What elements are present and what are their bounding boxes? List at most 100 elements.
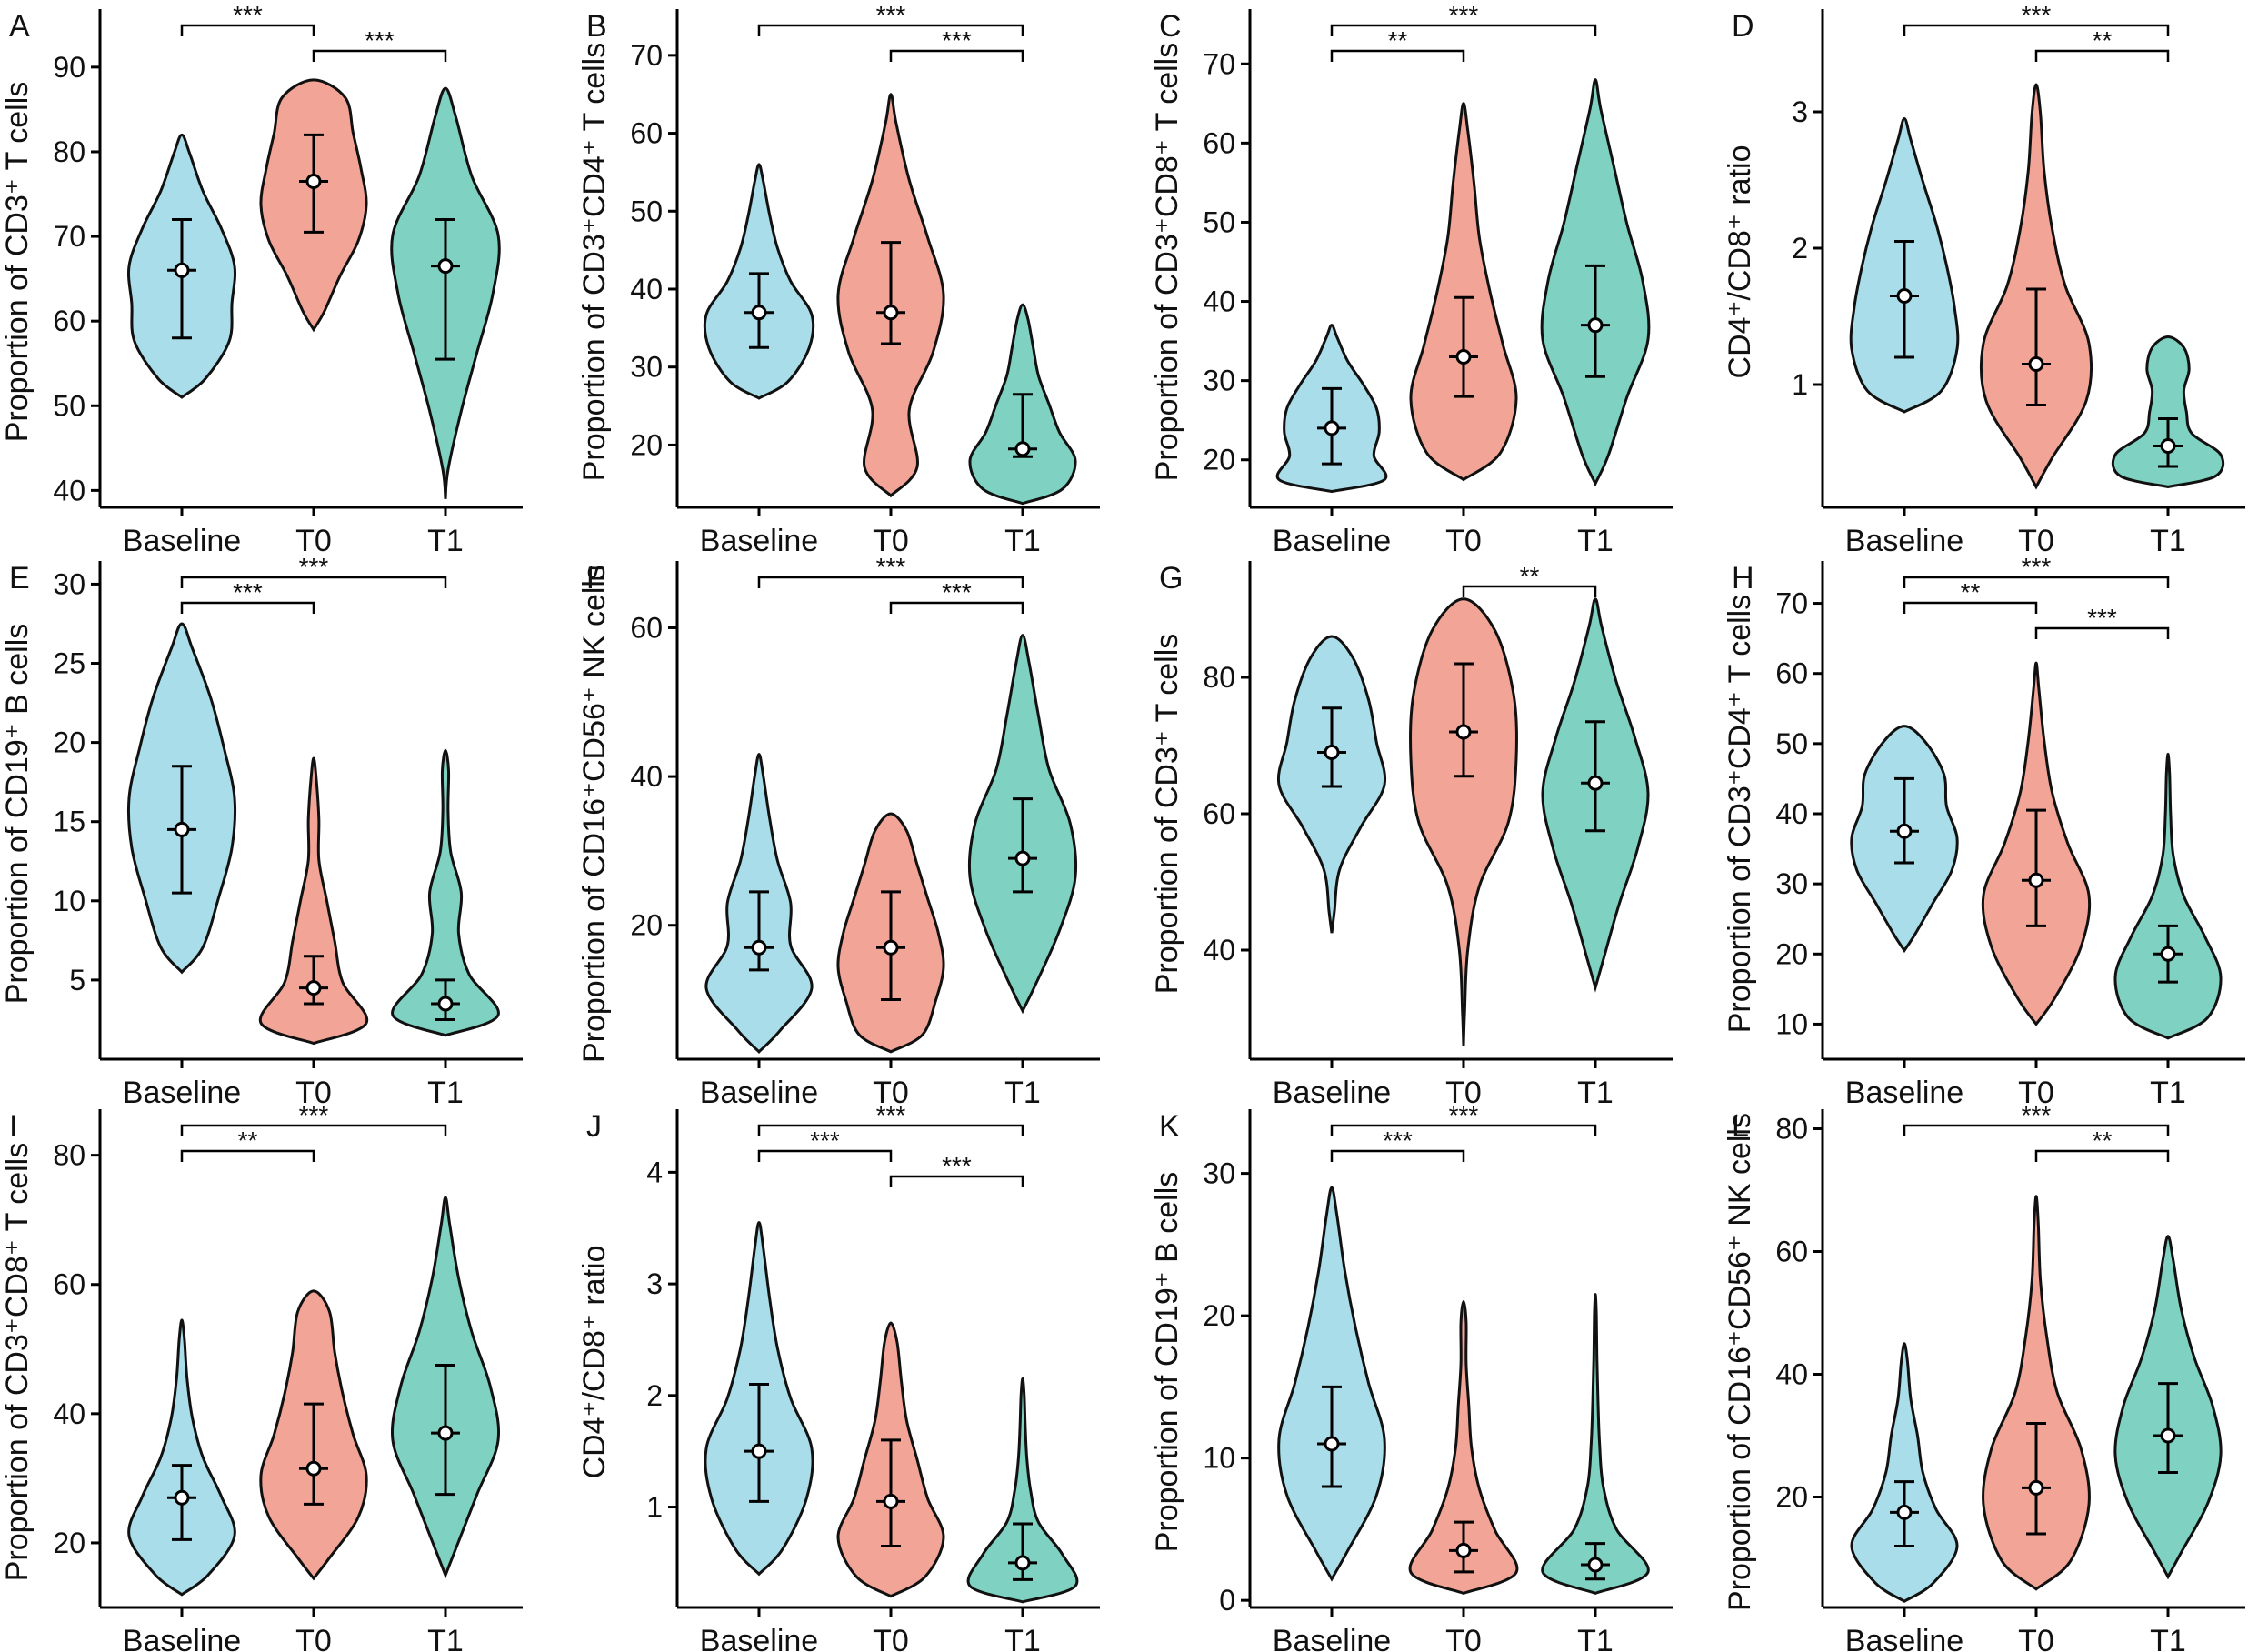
significance-label: *** — [876, 1, 906, 29]
median-point — [1587, 317, 1604, 334]
x-tick-label: Baseline — [1845, 1076, 1963, 1110]
y-tick-label: 25 — [53, 647, 85, 680]
significance-label: *** — [365, 26, 395, 55]
y-tick-label: 0 — [1219, 1584, 1235, 1617]
panel-letter: B — [586, 9, 607, 44]
median-point — [2160, 438, 2176, 454]
x-tick-label: T0 — [295, 524, 332, 558]
y-tick-label: 60 — [1775, 657, 1808, 690]
significance-bracket — [1462, 585, 1597, 597]
y-tick-label: 40 — [53, 474, 85, 506]
significance-bracket — [180, 1124, 447, 1136]
y-tick-label: 80 — [53, 135, 85, 168]
y-axis-label: Proportion of CD3⁺CD8⁺ T cells — [1150, 43, 1184, 482]
significance-bracket — [1330, 49, 1465, 62]
violin-t0 — [258, 756, 369, 1046]
median-point — [1455, 724, 1472, 740]
panel-letter: C — [1159, 9, 1182, 44]
significance-bracket — [757, 24, 1024, 36]
violin-t0 — [1408, 1299, 1519, 1595]
y-tick-label: 40 — [1203, 285, 1235, 318]
panel-C: C 20 30 40 50 60 70 Proportion of CD3⁺CD8⁺ T ce… — [1150, 1, 1673, 558]
significance-label: *** — [810, 1126, 840, 1155]
y-tick-label: 20 — [1203, 1299, 1235, 1332]
y-tick-label: 30 — [53, 567, 85, 600]
significance-bracket — [1903, 601, 2038, 614]
x-tick-label: T0 — [2018, 1076, 2054, 1110]
y-tick-label: 30 — [1203, 365, 1235, 397]
y-tick-label: 40 — [1203, 934, 1235, 966]
x-tick-label: T0 — [1445, 1624, 1482, 1652]
significance-bracket — [2034, 626, 2170, 639]
significance-bracket — [889, 49, 1024, 62]
y-tick-label: 40 — [630, 760, 663, 793]
y-tick-label: 20 — [630, 909, 663, 942]
significance-bracket — [757, 576, 1024, 588]
median-point — [883, 1493, 899, 1509]
significance-label: *** — [942, 1152, 972, 1180]
x-tick-label: T1 — [1577, 1076, 1614, 1110]
median-point — [883, 305, 899, 321]
significance-label: *** — [942, 26, 972, 55]
panel-H: H 10 20 30 40 50 60 70 Proportion of CD3⁺CD4⁺ T … — [1723, 553, 2245, 1110]
y-axis-label: Proportion of CD16⁺CD56⁺ NK cells — [1723, 1113, 1757, 1611]
violin-t1 — [2113, 752, 2223, 1040]
median-point — [2028, 1479, 2044, 1496]
median-point — [1014, 441, 1031, 457]
significance-bracket — [2034, 1149, 2170, 1162]
y-tick-label: 30 — [630, 351, 663, 384]
x-tick-label: T1 — [427, 1076, 464, 1110]
violin-baseline — [1850, 1342, 1959, 1604]
panel-K: K 0 10 20 30 Proportion of CD19⁺ B cells Basel… — [1150, 1101, 1673, 1652]
panel-letter: G — [1159, 561, 1183, 596]
significance-label: *** — [233, 578, 263, 606]
significance-bracket — [180, 576, 447, 588]
significance-bracket — [180, 1149, 315, 1162]
y-tick-label: 4 — [646, 1156, 663, 1188]
y-tick-label: 30 — [1203, 1157, 1235, 1190]
median-point — [751, 939, 767, 956]
significance-bracket — [1330, 1149, 1465, 1162]
significance-bracket — [1330, 24, 1597, 36]
median-point — [2028, 356, 2044, 372]
significance-bracket — [312, 49, 447, 62]
x-tick-label: T0 — [2018, 524, 2054, 558]
significance-label: ** — [2093, 26, 2113, 55]
y-axis-label: Proportion of CD19⁺ B cells — [0, 624, 35, 1005]
y-tick-label: 10 — [53, 885, 85, 917]
y-tick-label: 20 — [1775, 1481, 1808, 1514]
y-tick-label: 40 — [1775, 797, 1808, 830]
x-tick-label: T0 — [295, 1076, 332, 1110]
significance-label: *** — [2087, 604, 2117, 632]
y-tick-label: 10 — [1775, 1007, 1808, 1040]
y-tick-label: 60 — [1775, 1236, 1808, 1268]
significance-label: *** — [1449, 1101, 1479, 1129]
x-tick-label: T0 — [295, 1624, 332, 1652]
median-point — [1324, 420, 1340, 436]
significance-bracket — [1903, 24, 2170, 36]
x-tick-label: Baseline — [1273, 1076, 1391, 1110]
violin-baseline — [1277, 1186, 1386, 1582]
median-point — [437, 258, 454, 275]
y-tick-label: 70 — [1203, 47, 1235, 80]
y-tick-label: 60 — [1203, 797, 1235, 830]
median-point — [305, 174, 322, 190]
y-tick-label: 60 — [630, 611, 663, 644]
significance-label: *** — [876, 1101, 906, 1129]
significance-bracket — [2034, 49, 2170, 62]
y-tick-label: 2 — [646, 1379, 663, 1412]
median-point — [751, 305, 767, 321]
y-axis-label: Proportion of CD3⁺CD4⁺ T cells — [1723, 595, 1757, 1034]
median-point — [174, 262, 190, 278]
median-point — [1014, 1555, 1031, 1571]
x-tick-label: T1 — [1577, 1624, 1614, 1652]
median-point — [305, 1460, 322, 1477]
y-tick-label: 1 — [646, 1491, 663, 1524]
x-tick-label: Baseline — [123, 1076, 241, 1110]
significance-label: ** — [1961, 578, 1981, 606]
y-tick-label: 40 — [630, 273, 663, 305]
significance-bracket — [1903, 1124, 2170, 1136]
x-tick-label: T1 — [2150, 1624, 2186, 1652]
